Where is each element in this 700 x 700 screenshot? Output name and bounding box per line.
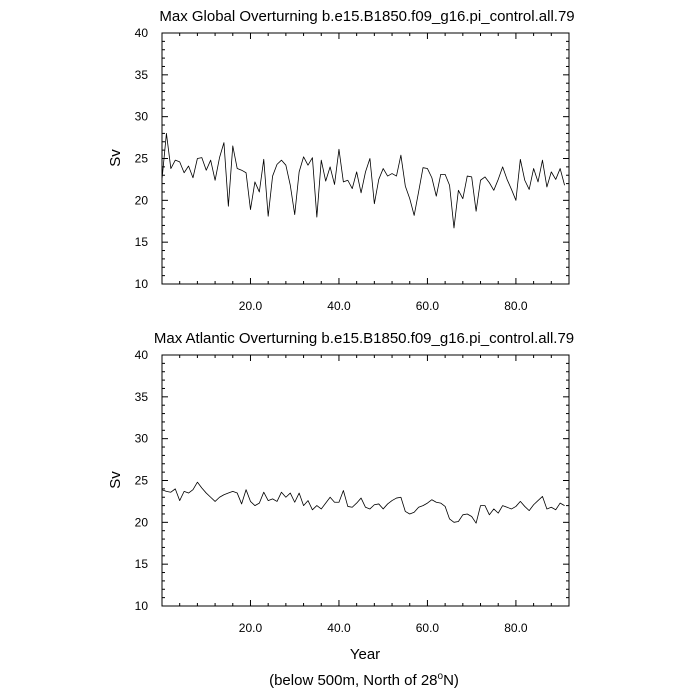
footnote-superscript: o xyxy=(438,671,444,682)
footnote: (below 500m, North of 28oN) xyxy=(269,671,459,689)
chart-title: Max Global Overturning b.e15.B1850.f09_g… xyxy=(159,8,574,25)
y-axis-title: Sv xyxy=(107,149,124,167)
atlantic-overturning-panel: Max Atlantic Overturning b.e15.B1850.f09… xyxy=(107,330,574,663)
axis-ticks xyxy=(162,32,569,285)
y-tick-label: 35 xyxy=(135,390,149,404)
y-tick-label: 15 xyxy=(135,557,149,571)
y-tick-label: 20 xyxy=(135,193,149,207)
x-tick-label: 20.0 xyxy=(239,621,263,635)
axis-ticks xyxy=(162,354,569,607)
y-tick-label: 25 xyxy=(135,152,149,166)
x-tick-label: 40.0 xyxy=(327,621,351,635)
series-line xyxy=(161,481,565,524)
x-tick-label: 80.0 xyxy=(504,621,528,635)
y-tick-label: 40 xyxy=(135,26,149,40)
plot-frame xyxy=(161,354,570,607)
footnote-suffix: N) xyxy=(443,672,459,689)
y-tick-label: 30 xyxy=(135,432,149,446)
y-tick-label: 30 xyxy=(135,110,149,124)
y-tick-label: 25 xyxy=(135,474,149,488)
x-tick-labels: 20.0 40.0 60.0 80.0 xyxy=(239,299,528,313)
series-line xyxy=(161,133,565,229)
global-overturning-panel: Max Global Overturning b.e15.B1850.f09_g… xyxy=(107,8,575,313)
x-tick-label: 60.0 xyxy=(416,621,440,635)
x-tick-label: 40.0 xyxy=(327,299,351,313)
x-tick-label: 20.0 xyxy=(239,299,263,313)
x-tick-labels: 20.0 40.0 60.0 80.0 xyxy=(239,621,528,635)
y-tick-label: 10 xyxy=(135,599,149,613)
x-tick-label: 60.0 xyxy=(416,299,440,313)
y-tick-labels: 10 15 20 25 30 35 40 xyxy=(135,348,149,613)
footnote-prefix: (below 500m, North of 28 xyxy=(269,672,437,689)
x-axis-title: Year xyxy=(350,646,380,663)
y-tick-label: 20 xyxy=(135,515,149,529)
y-axis-title: Sv xyxy=(107,471,124,489)
y-tick-labels: 10 15 20 25 30 35 40 xyxy=(135,26,149,291)
plot-frame xyxy=(161,32,570,285)
x-tick-label: 80.0 xyxy=(504,299,528,313)
y-tick-label: 40 xyxy=(135,348,149,362)
y-tick-label: 10 xyxy=(135,277,149,291)
y-tick-label: 35 xyxy=(135,68,149,82)
y-tick-label: 15 xyxy=(135,235,149,249)
chart-title: Max Atlantic Overturning b.e15.B1850.f09… xyxy=(154,330,574,347)
